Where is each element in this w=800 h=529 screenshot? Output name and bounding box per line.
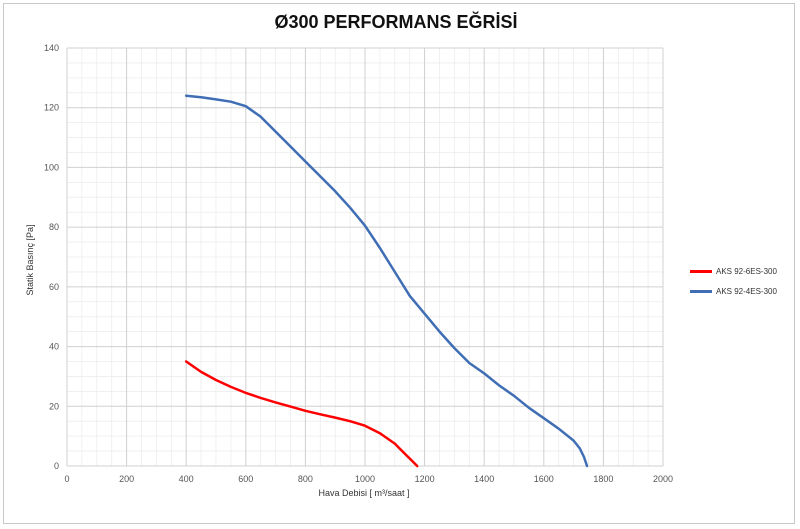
legend: AKS 92-6ES-300 AKS 92-4ES-300 [690, 261, 777, 301]
chart-title: Ø300 PERFORMANS EĞRİSİ [274, 12, 518, 32]
x-axis-label: Hava Debisi [ m³/saat ] [318, 488, 410, 498]
x-tick-label: 200 [119, 474, 134, 484]
y-tick-label: 80 [49, 222, 59, 232]
x-tick-label: 1800 [593, 474, 613, 484]
x-tick-label: 2000 [653, 474, 673, 484]
series-line-2 [184, 94, 589, 468]
legend-item-series-1: AKS 92-6ES-300 [690, 261, 777, 281]
legend-label-series-2: AKS 92-4ES-300 [716, 286, 777, 296]
x-tick-label: 1200 [415, 474, 435, 484]
legend-label-series-1: AKS 92-6ES-300 [716, 266, 777, 276]
legend-swatch-series-1 [690, 269, 712, 273]
legend-item-series-2: AKS 92-4ES-300 [690, 281, 777, 301]
x-tick-label: 800 [298, 474, 313, 484]
legend-swatch-series-2 [690, 289, 712, 293]
x-tick-label: 400 [179, 474, 194, 484]
y-tick-label: 100 [44, 162, 59, 172]
x-tick-label: 1000 [355, 474, 375, 484]
y-tick-label: 40 [49, 342, 59, 352]
x-tick-label: 1600 [534, 474, 554, 484]
y-tick-label: 0 [54, 461, 59, 471]
x-tick-label: 1400 [474, 474, 494, 484]
series-line-1 [184, 360, 419, 468]
y-tick-label: 120 [44, 103, 59, 113]
y-tick-label: 20 [49, 401, 59, 411]
y-tick-label: 140 [44, 43, 59, 53]
x-tick-label: 0 [64, 474, 69, 484]
x-tick-label: 600 [238, 474, 253, 484]
y-tick-label: 60 [49, 282, 59, 292]
